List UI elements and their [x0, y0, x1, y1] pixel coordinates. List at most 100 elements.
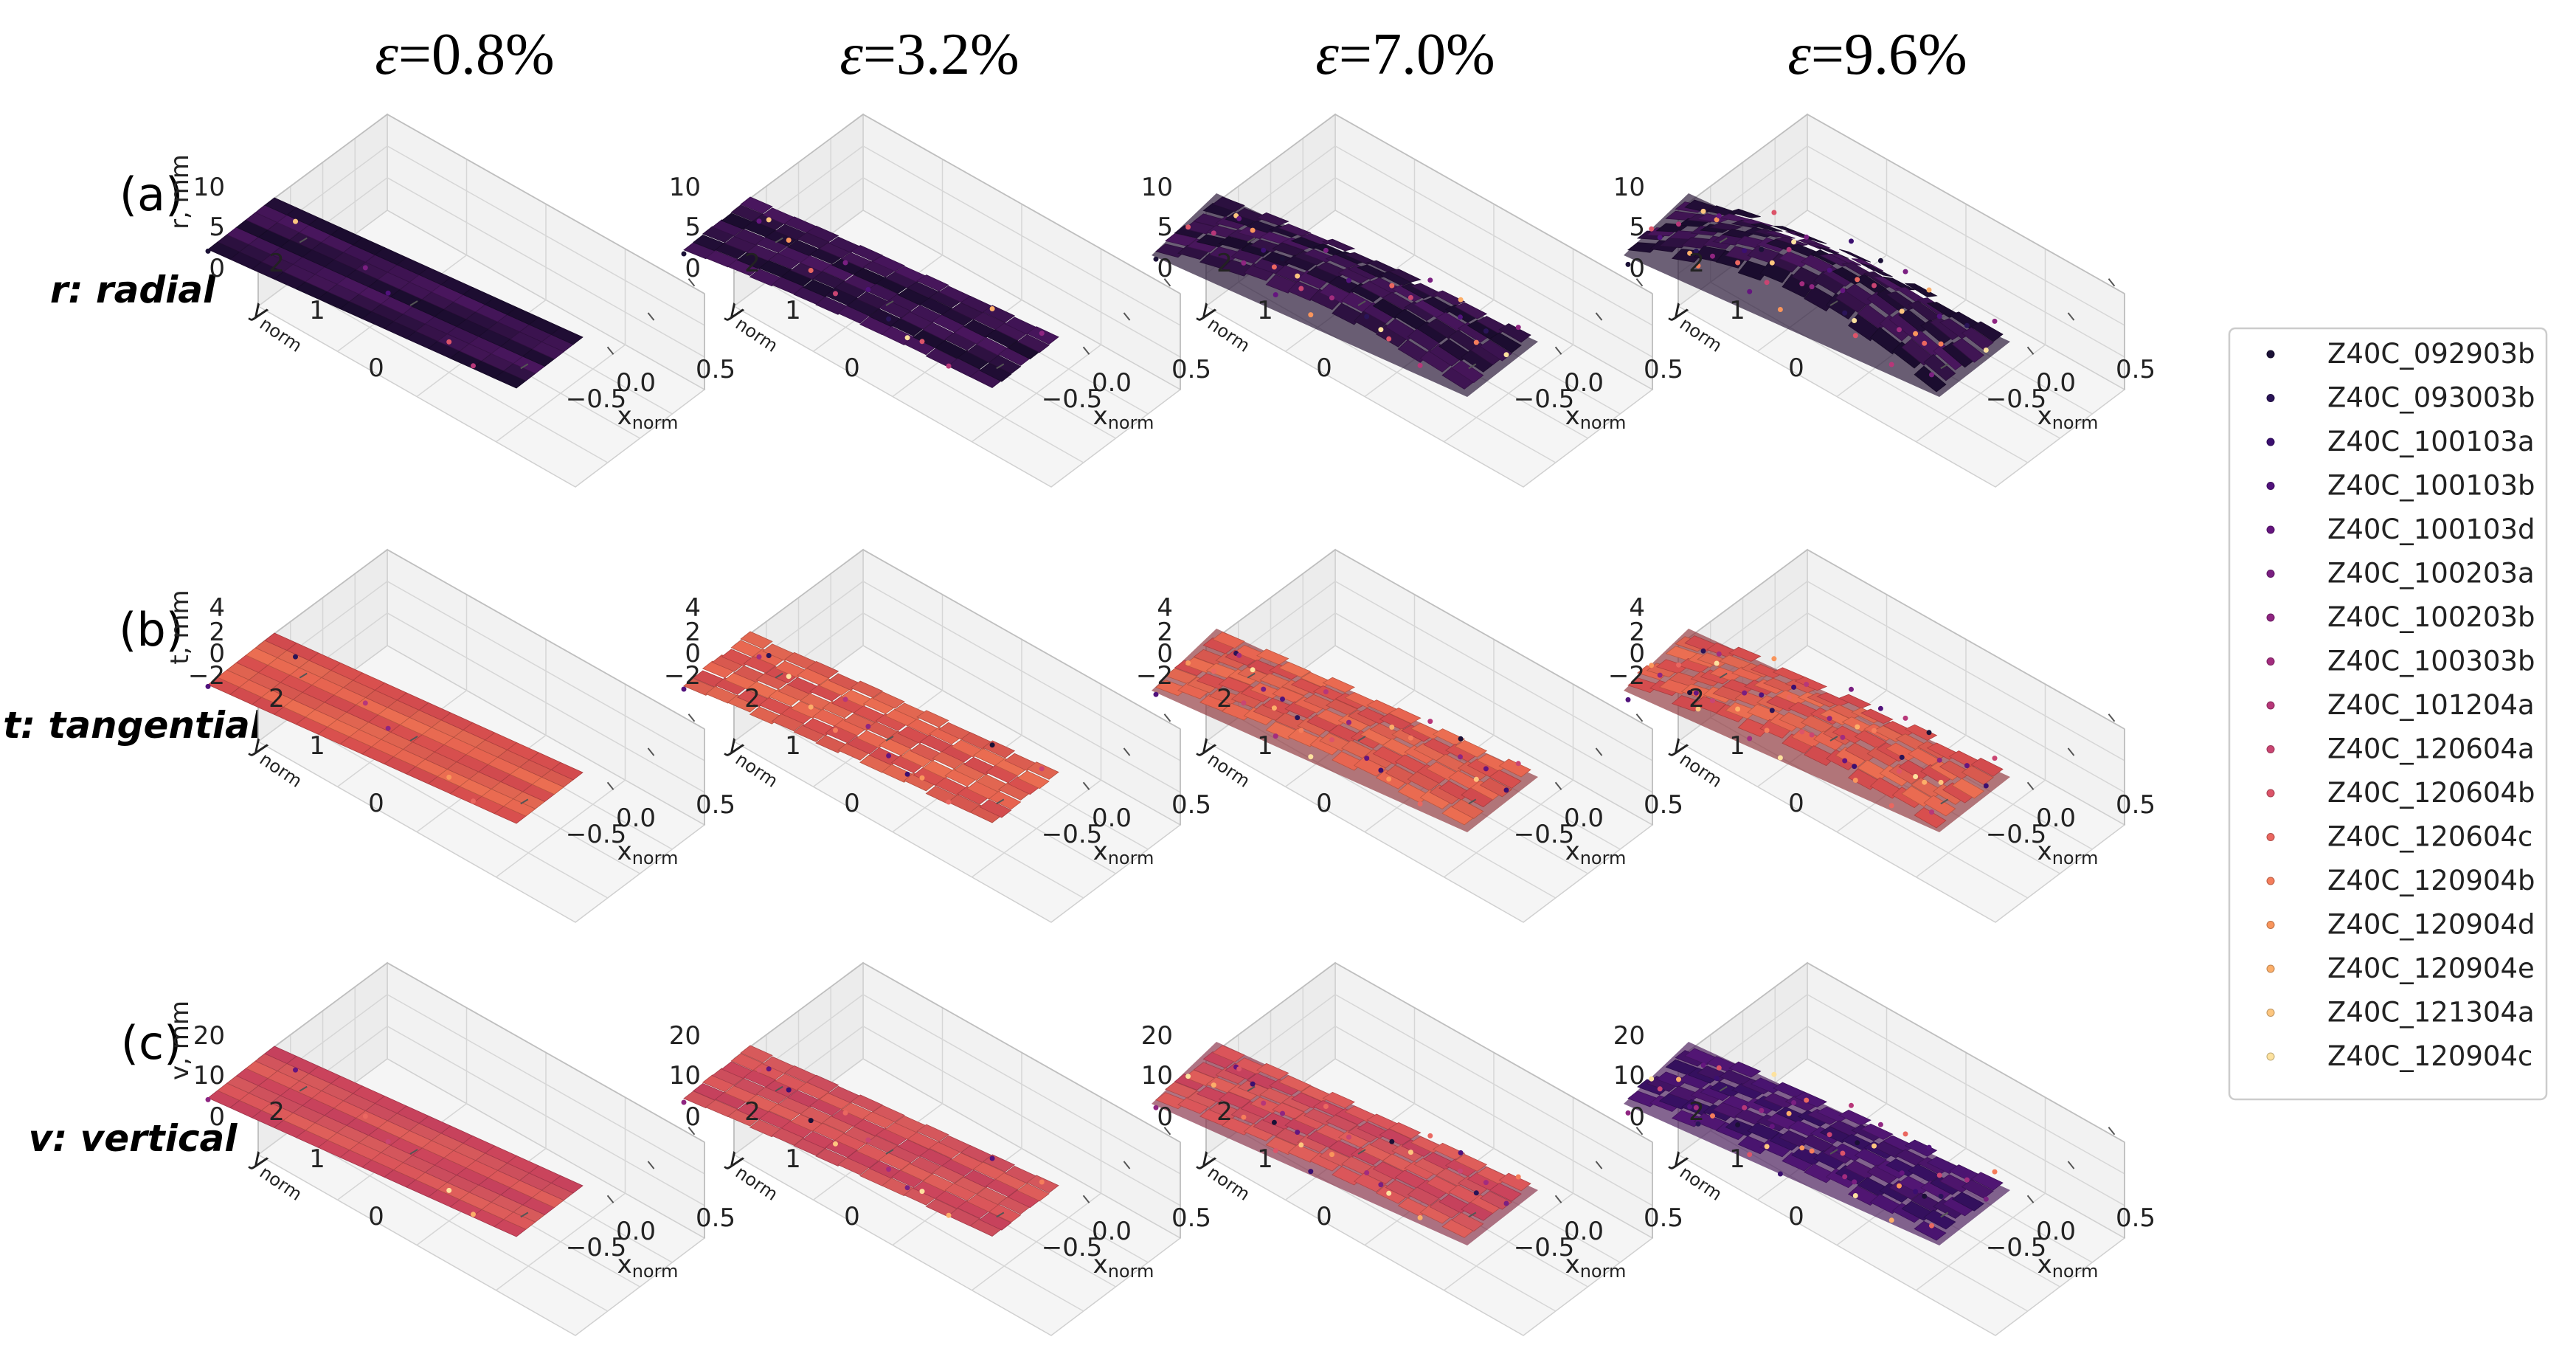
surface-cell	[1256, 212, 1289, 226]
scatter-point	[1308, 312, 1314, 318]
scatter-point	[1308, 1169, 1314, 1175]
y-tick-label: 0	[1788, 789, 1804, 818]
scatter-point	[1983, 348, 1989, 353]
scatter-point	[1417, 1214, 1423, 1220]
x-tick-label: 0.0	[2036, 804, 2076, 833]
scatter-point	[385, 290, 391, 296]
scatter-point	[1992, 756, 1998, 761]
legend-marker	[2266, 394, 2275, 402]
surface-cell	[550, 327, 584, 345]
scatter-point	[681, 686, 687, 692]
legend-entry: Z40C_100103a	[2266, 426, 2535, 457]
z-tick-label: 10	[1613, 173, 1645, 202]
surface-cell	[979, 362, 1012, 382]
scatter-point	[1323, 689, 1329, 695]
scatter-point	[1185, 1074, 1191, 1079]
scatter-point	[1676, 662, 1681, 668]
scatter-point	[1649, 226, 1655, 232]
scatter-point	[1899, 1170, 1905, 1176]
x-label-sub: norm	[1108, 1261, 1154, 1282]
scatter-point	[842, 1110, 848, 1116]
legend-label: Z40C_121304a	[2327, 997, 2535, 1029]
tick-marks	[299, 672, 696, 805]
scatter-point	[293, 654, 298, 660]
scatter-point	[1852, 778, 1858, 783]
scatter-point	[1039, 331, 1045, 336]
column-header-3: ε=7.0%	[1315, 22, 1495, 87]
surface-cell	[1829, 253, 1862, 266]
surface-cell	[740, 1045, 773, 1063]
x-tick-label: −0.5	[1042, 820, 1103, 849]
surface-cell	[806, 660, 839, 679]
scatter-point	[1298, 728, 1304, 733]
y-tick-label: 1	[309, 731, 325, 761]
scatter-point	[1964, 1177, 1970, 1183]
tick-marks	[1719, 237, 2116, 370]
surface-cell	[1325, 254, 1359, 269]
legend-label: Z40C_093003b	[2327, 382, 2535, 414]
scatter-point	[989, 742, 995, 748]
scatter-point	[1964, 763, 1970, 769]
x-label-sub: norm	[632, 848, 679, 868]
scatter-point	[1922, 779, 1928, 785]
x-label-main: x	[1565, 401, 1580, 431]
scatter-point	[1877, 258, 1883, 263]
z-tick-label: −2	[1136, 661, 1173, 691]
scatter-point	[1855, 277, 1860, 283]
scatter-point	[833, 728, 838, 733]
surface-cell	[1165, 1081, 1198, 1099]
surface-cell	[806, 225, 839, 243]
scatter-point	[1759, 246, 1765, 252]
scatter-point	[1211, 668, 1216, 674]
surface-cell	[1454, 302, 1488, 319]
sample-surface	[205, 1046, 584, 1237]
x-tick-label: 0.5	[2116, 355, 2156, 384]
z-tick-label: 10	[1141, 1061, 1173, 1091]
x-tick-label: −0.5	[566, 384, 627, 414]
scatter-point	[1902, 1131, 1908, 1137]
scatter-point	[681, 1099, 687, 1105]
scatter-point	[1877, 1122, 1883, 1127]
legend-label: Z40C_100103d	[2327, 514, 2535, 545]
surface-cell	[1795, 232, 1827, 244]
scatter-point	[1799, 1145, 1805, 1151]
legend-label: Z40C_100203b	[2327, 601, 2535, 633]
scatter-point	[766, 1066, 772, 1072]
scatter-point	[1295, 273, 1301, 279]
scatter-point	[1804, 234, 1810, 240]
legend-entry: Z40C_120904e	[2266, 953, 2535, 984]
x-tick-label: −0.5	[1514, 1233, 1575, 1262]
scatter-point	[1888, 803, 1894, 809]
scatter-point	[1964, 322, 1970, 328]
scatter-point	[1241, 700, 1247, 706]
scatter-point	[1280, 1110, 1285, 1116]
surface-cell	[1970, 1172, 2004, 1191]
y-tick-label: 1	[1257, 731, 1273, 761]
strain-symbol: ε	[375, 22, 398, 87]
surface-cell	[1388, 1122, 1422, 1139]
scatter-point	[919, 775, 925, 781]
y-tick-label: 0	[368, 789, 384, 818]
x-axis-label: xnorm	[2037, 1250, 2099, 1282]
scatter-point	[1503, 1200, 1509, 1206]
y-tick-label: 2	[1689, 1097, 1705, 1127]
x-tick-label: 0.0	[1564, 368, 1604, 398]
scatter-point	[1710, 253, 1715, 259]
surface-cell	[1904, 1139, 1938, 1157]
scatter-point	[919, 1189, 925, 1195]
scatter-point	[1849, 238, 1854, 244]
scatter-point	[1295, 715, 1301, 721]
x-tick-label: 0.0	[2036, 1217, 2076, 1246]
x-tick-label: −0.5	[566, 1233, 627, 1262]
scatter-point	[1700, 648, 1706, 654]
row-id-1: (a)	[120, 167, 183, 221]
scatter-point	[1039, 1179, 1045, 1185]
surface-cell	[1747, 246, 1780, 263]
scatter-point	[1747, 736, 1753, 742]
surface-cell	[1951, 1192, 1985, 1212]
surface-cell	[550, 762, 584, 781]
surface-cell	[1904, 283, 1938, 297]
scatter-point	[808, 704, 814, 710]
